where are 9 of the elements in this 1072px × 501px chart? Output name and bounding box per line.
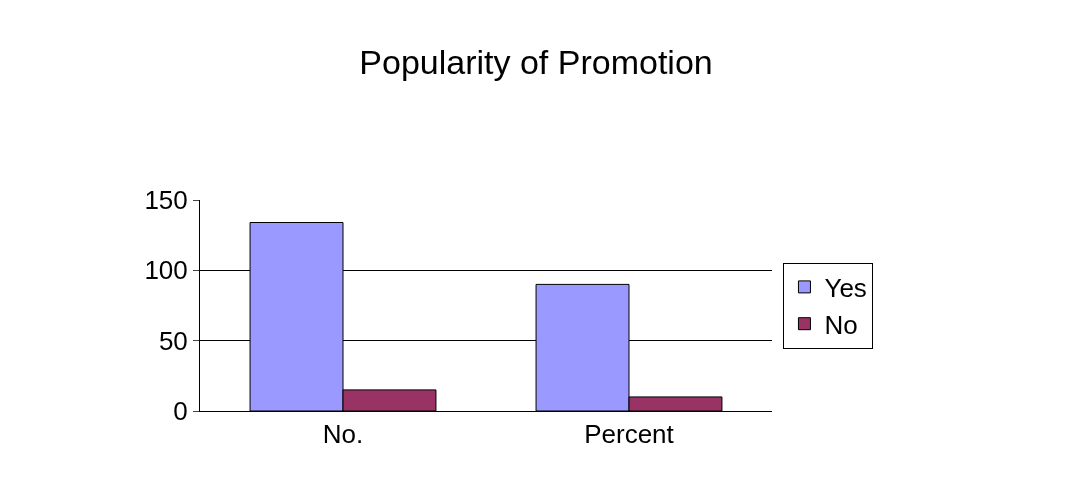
legend-label: Yes: [824, 273, 867, 304]
y-tick-label: 100: [144, 255, 188, 286]
y-tick-label: 50: [158, 325, 188, 356]
y-tick-label: 0: [173, 396, 188, 427]
legend-label: No: [824, 309, 858, 340]
x-tick-label: Percent: [584, 419, 675, 450]
x-tick-label: No.: [322, 419, 364, 450]
y-tick-label: 150: [144, 185, 188, 216]
chart-title: Popularity of Promotion: [359, 42, 713, 81]
